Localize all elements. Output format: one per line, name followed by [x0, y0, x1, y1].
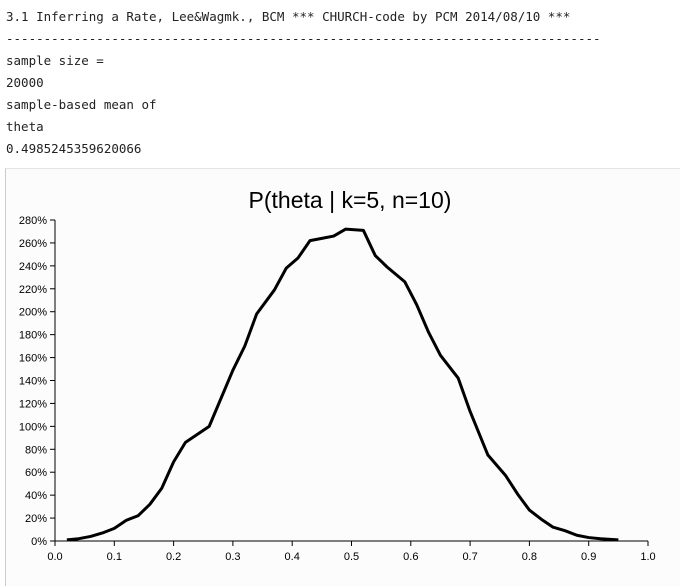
y-tick-label: 60%	[25, 467, 47, 479]
console-line: theta	[6, 119, 44, 134]
x-tick-label: 0.4	[285, 551, 300, 563]
y-tick-label: 240%	[19, 261, 47, 273]
console-line: 0.4985245359620066	[6, 141, 142, 156]
x-tick-label: 0.0	[47, 551, 62, 563]
console-line: ----------------------------------------…	[6, 31, 601, 46]
chart-title: P(theta | k=5, n=10)	[249, 187, 452, 213]
y-tick-label: 200%	[19, 307, 47, 319]
console-line: 3.1 Inferring a Rate, Lee&Wagmk., BCM **…	[6, 9, 571, 24]
x-tick-label: 0.6	[403, 551, 418, 563]
y-tick-label: 280%	[19, 215, 47, 227]
x-tick-label: 1.0	[640, 551, 655, 563]
chart-container	[5, 168, 680, 586]
x-tick-label: 0.7	[462, 551, 477, 563]
y-tick-label: 180%	[19, 330, 47, 342]
y-tick-label: 80%	[25, 444, 47, 456]
console-line: sample size =	[6, 53, 104, 68]
x-tick-label: 0.8	[522, 551, 537, 563]
y-tick-label: 100%	[19, 421, 47, 433]
console-output: 3.1 Inferring a Rate, Lee&Wagmk., BCM **…	[6, 6, 601, 160]
y-tick-label: 20%	[25, 513, 47, 525]
y-tick-label: 260%	[19, 238, 47, 250]
x-tick-label: 0.2	[166, 551, 181, 563]
y-tick-label: 160%	[19, 353, 47, 365]
x-tick-label: 0.3	[225, 551, 240, 563]
x-tick-label: 0.5	[344, 551, 359, 563]
y-tick-label: 120%	[19, 398, 47, 410]
y-tick-label: 220%	[19, 284, 47, 296]
x-tick-label: 0.9	[581, 551, 596, 563]
y-tick-label: 0%	[31, 536, 47, 548]
y-tick-label: 40%	[25, 490, 47, 502]
console-line: sample-based mean of	[6, 97, 157, 112]
y-tick-label: 140%	[19, 376, 47, 388]
x-tick-label: 0.1	[107, 551, 122, 563]
density-line	[66, 227, 619, 542]
console-line: 20000	[6, 75, 44, 90]
